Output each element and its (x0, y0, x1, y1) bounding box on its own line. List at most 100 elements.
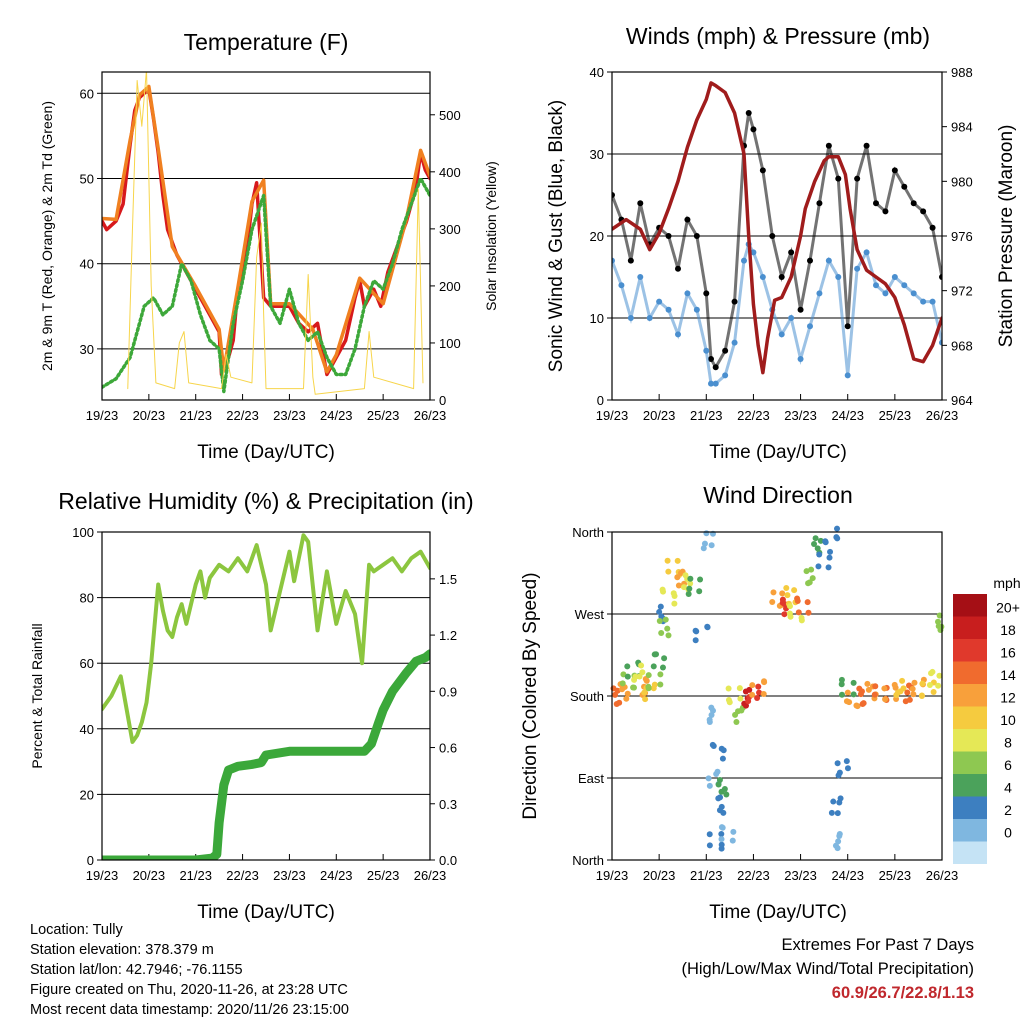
wind-y2label: Station Pressure (Maroon) (996, 125, 1017, 348)
wdir-point (926, 681, 933, 688)
wdir-point (838, 676, 845, 683)
temp-solar-insolation-line (127, 72, 424, 395)
wdir-point (680, 584, 687, 591)
wdir-point (749, 691, 756, 698)
wind-station-pressure-line (612, 81, 942, 375)
legend-label: 12 (1000, 690, 1016, 706)
wind-ylabel: Sonic Wind & Gust (Blue, Black) (546, 100, 567, 372)
wind-xlabel: Time (Day/UTC) (709, 442, 847, 463)
temp-xtick-label: 21/23 (179, 408, 212, 423)
rh-title: Relative Humidity (%) & Precipitation (i… (58, 488, 473, 514)
wdir-point (836, 769, 843, 776)
wdir-point (769, 598, 776, 605)
rh-total-rainfall-line (102, 649, 430, 860)
wind-title: Winds (mph) & Pressure (mb) (626, 23, 930, 49)
wdir-point (659, 664, 666, 671)
wind-y2tick-label: 972 (951, 284, 973, 299)
wdir-point (928, 670, 935, 677)
wdir-point (781, 611, 788, 618)
wdir-point (892, 684, 899, 691)
rh-xtick-label: 19/23 (86, 868, 119, 883)
wdir-point (906, 696, 913, 703)
rh-y2tick-label: 1.5 (439, 572, 457, 587)
rh-xtick-label: 26/23 (414, 868, 447, 883)
wdir-point (658, 630, 665, 637)
wdir-point (935, 682, 942, 689)
wdir-point (718, 836, 725, 843)
rh-ytick-label: 100 (72, 525, 94, 540)
temp-title: Temperature (F) (184, 29, 349, 55)
wdir-point (909, 685, 916, 692)
wdir-point (686, 585, 693, 592)
wdir-point (760, 690, 767, 697)
temp-y2tick-label: 0 (439, 393, 446, 408)
legend-swatch (953, 751, 987, 774)
wind-xtick-label: 24/23 (831, 408, 864, 423)
rh-y2tick-label: 0.9 (439, 684, 457, 699)
wdir-point (834, 810, 841, 817)
wdir-point (808, 566, 815, 573)
wdir-title: Wind Direction (703, 482, 853, 508)
wdir-point (692, 637, 699, 644)
station-elevation: Station elevation: 378.379 m (30, 942, 214, 958)
wdir-ylabel: Direction (Colored By Speed) (520, 572, 541, 819)
wdir-point (904, 689, 911, 696)
temp-9m-t-line (102, 84, 430, 374)
wdir-point (828, 809, 835, 816)
wdir-point (720, 809, 727, 816)
wdir-point (630, 684, 637, 691)
wdir-point (664, 625, 671, 632)
wdir-point (754, 694, 761, 701)
wdir-point (687, 575, 694, 582)
wdir-point (650, 685, 657, 692)
rh-y2tick-label: 0.6 (439, 741, 457, 756)
wdir-point (783, 584, 790, 591)
wdir-point (857, 691, 864, 698)
legend-swatch (953, 661, 987, 684)
wind-wind-line (612, 240, 942, 386)
temp-y2label: Solar Insolation (Yellow) (483, 161, 499, 311)
wdir-point (641, 689, 648, 696)
wind-ytick-label: 20 (590, 229, 604, 244)
wdir-point (624, 663, 631, 670)
wdir-point (619, 680, 626, 687)
wdir-point (715, 781, 722, 788)
legend-label: 4 (1004, 780, 1012, 796)
wdir-point (645, 685, 652, 692)
rh-y2tick-label: 1.2 (439, 628, 457, 643)
wdir-point (665, 568, 672, 575)
wdir-point (872, 683, 879, 690)
wdir-point (638, 662, 645, 669)
wdir-xtick-label: 19/23 (596, 868, 629, 883)
temp-ylabel: 2m & 9m T (Red, Orange) & 2m Td (Green) (39, 101, 55, 371)
wdir-point (704, 624, 711, 631)
wdir-point (787, 613, 794, 620)
wdir-point (675, 582, 682, 589)
wdir-point (835, 838, 842, 845)
wdir-point (864, 680, 871, 687)
wdir-point (723, 791, 730, 798)
wdir-point (737, 695, 744, 702)
latest-timestamp: Most recent data timestamp: 2020/11/26 2… (30, 1002, 349, 1018)
wdir-point (715, 795, 722, 802)
wdir-point (838, 681, 845, 688)
rh-xtick-label: 21/23 (179, 868, 212, 883)
wdir-point (815, 563, 822, 570)
wdir-xtick-label: 20/23 (643, 868, 676, 883)
temp-y2tick-label: 300 (439, 222, 461, 237)
wind-axes-frame (611, 71, 943, 401)
rh-xtick-label: 24/23 (320, 868, 353, 883)
rh-ytick-label: 60 (80, 656, 94, 671)
wdir-point (658, 613, 665, 620)
wind-y2tick-label: 968 (951, 338, 973, 353)
wdir-point (713, 770, 720, 777)
wdir-point (656, 618, 663, 625)
wdir-point (725, 685, 732, 692)
extremes-subtitle: (High/Low/Max Wind/Total Precipitation) (681, 960, 974, 978)
wdir-point (830, 798, 837, 805)
wind-ytick-label: 40 (590, 65, 604, 80)
rh-relative-humidity-line (102, 533, 430, 744)
station-latlon: Station lat/lon: 42.7946; -76.1155 (30, 962, 243, 978)
wdir-xtick-label: 22/23 (737, 868, 770, 883)
rh-ytick-label: 0 (87, 853, 94, 868)
